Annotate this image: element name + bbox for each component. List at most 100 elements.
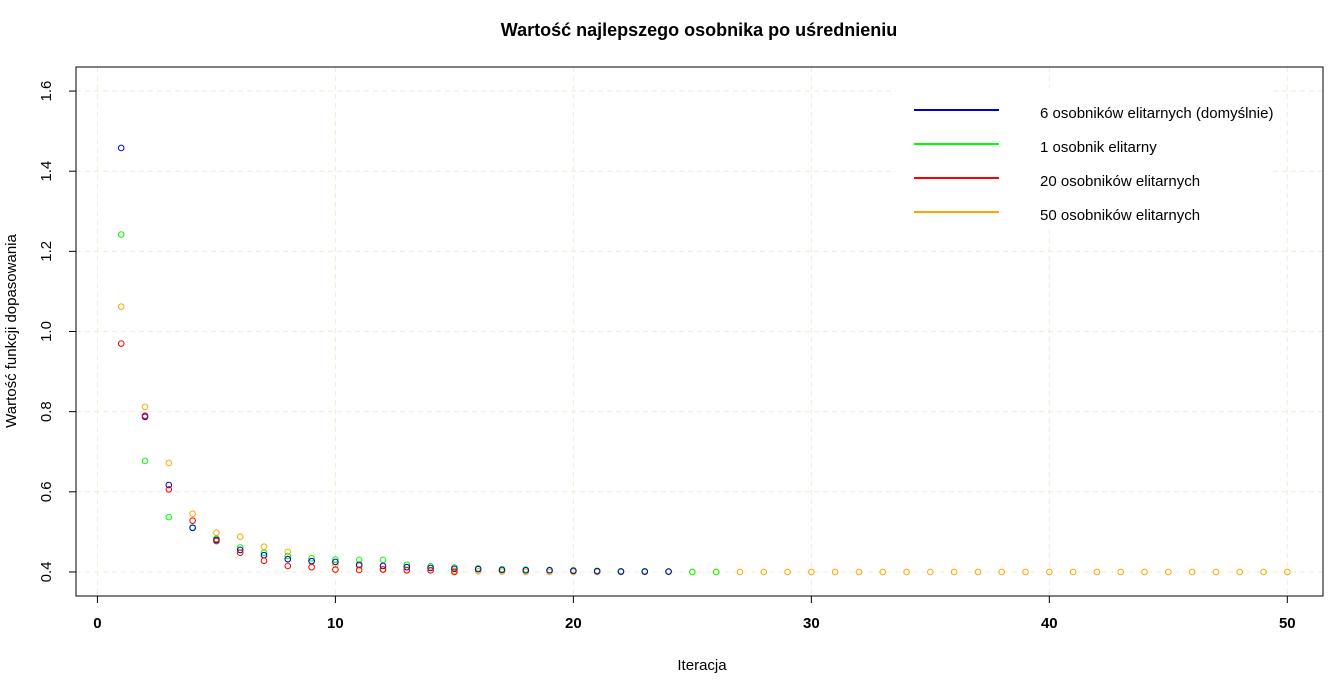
point-s2-17 [522, 567, 530, 574]
y-tick-label-0: 0.4 [38, 562, 55, 583]
point-s2-16 [498, 566, 506, 574]
point-s0-7 [284, 548, 292, 556]
point-s1-2 [165, 513, 173, 521]
legend: 6 osobników elitarnych (domyślnie) 1 osob… [896, 88, 1273, 230]
point-s0-46 [1212, 568, 1220, 576]
point-s2-19 [570, 567, 577, 575]
x-tick-label-5: 50 [1279, 615, 1296, 632]
point-s2-18 [546, 567, 553, 574]
point-s0-45 [1188, 568, 1196, 576]
legend-label-1: 1 osobnik elitarny [1040, 139, 1157, 156]
y-tick-label-4: 1.2 [38, 241, 55, 262]
point-s0-41 [1093, 568, 1101, 576]
point-s0-48 [1260, 568, 1267, 576]
point-s0-35 [950, 568, 958, 576]
legend-label-0: 6 osobników elitarnych (domyślnie) [1040, 105, 1273, 122]
point-s0-39 [1046, 568, 1053, 576]
y-tick-label-3: 1.0 [38, 321, 55, 342]
point-s3-11 [379, 566, 387, 573]
point-s3-12 [403, 567, 411, 574]
point-s3-8 [308, 563, 315, 571]
point-s0-36 [974, 568, 982, 576]
point-s1-11 [379, 556, 387, 564]
point-s1-0 [117, 231, 125, 238]
point-s2-5 [236, 546, 244, 554]
x-tick-label-3: 30 [803, 615, 820, 632]
y-axis-label: Wartość funkcji dopasowania [3, 233, 20, 427]
point-s3-6 [260, 557, 268, 565]
y-tick-label-5: 1.4 [38, 161, 55, 182]
point-s2-22 [641, 568, 649, 575]
point-s2-7 [284, 555, 292, 563]
point-s0-34 [927, 568, 934, 576]
y-tick-label-2: 0.8 [38, 401, 55, 422]
point-s3-4 [213, 537, 220, 545]
point-s0-31 [855, 568, 863, 576]
point-s0-27 [760, 568, 768, 576]
point-s3-2 [165, 486, 173, 493]
point-s3-5 [236, 549, 244, 557]
point-s1-10 [355, 556, 363, 564]
point-s2-12 [403, 563, 411, 571]
point-s2-11 [379, 562, 387, 570]
point-s0-5 [236, 533, 244, 540]
point-s3-0 [117, 340, 125, 347]
point-s3-14 [451, 568, 458, 576]
point-s0-2 [165, 459, 173, 467]
point-s2-23 [665, 568, 672, 575]
point-s2-0 [117, 144, 125, 152]
point-s0-3 [189, 510, 196, 518]
point-s0-37 [998, 568, 1006, 576]
x-axis-label: Iteracja [677, 657, 727, 674]
x-tick-label-0: 0 [93, 615, 101, 632]
legend-label-3: 50 osobników elitarnych [1040, 207, 1200, 224]
plot-frame [75, 66, 1324, 597]
y-tick-label-6: 1.6 [38, 81, 55, 102]
y-axis: 0.4 0.6 0.8 1.0 1.2 1.4 1.6 [38, 81, 77, 583]
y-tick-label-1: 0.6 [38, 481, 55, 502]
point-s3-10 [355, 566, 363, 574]
point-s2-21 [617, 568, 625, 575]
point-s0-43 [1141, 568, 1148, 576]
point-s0-28 [784, 568, 791, 576]
point-s0-32 [879, 568, 887, 576]
point-s2-15 [474, 565, 482, 573]
point-s0-38 [1022, 568, 1029, 576]
point-s0-4 [213, 529, 220, 536]
x-tick-label-4: 40 [1041, 615, 1058, 632]
legend-label-2: 20 osobników elitarnych [1040, 173, 1200, 190]
point-s2-20 [593, 567, 601, 575]
x-tick-label-2: 20 [565, 615, 582, 632]
point-s2-13 [427, 564, 434, 572]
point-s0-30 [831, 568, 839, 576]
point-s2-14 [451, 565, 458, 573]
point-s0-49 [1284, 568, 1291, 576]
legend-box [896, 88, 1272, 230]
point-s1-9 [332, 556, 339, 563]
point-s3-9 [332, 566, 339, 573]
point-s1-1 [141, 457, 149, 465]
point-s0-47 [1236, 568, 1244, 576]
chart-title: Wartość najlepszego osobnika po uśrednie… [501, 20, 897, 40]
point-s2-9 [332, 558, 339, 566]
point-s0-6 [260, 543, 268, 551]
point-s0-40 [1069, 568, 1077, 576]
point-s3-7 [284, 562, 292, 570]
point-s1-8 [308, 555, 315, 562]
point-s3-1 [141, 412, 149, 419]
point-s1-6 [260, 549, 268, 557]
point-s3-13 [427, 567, 434, 574]
point-s1-25 [712, 568, 720, 576]
grid [76, 67, 1323, 596]
point-s0-1 [141, 403, 149, 411]
point-s0-29 [808, 568, 815, 576]
point-s1-7 [284, 552, 292, 560]
point-s1-24 [689, 568, 696, 576]
point-s3-3 [189, 517, 196, 524]
point-s2-2 [165, 481, 173, 489]
point-s0-44 [1165, 568, 1172, 576]
x-axis: 0 10 20 30 40 50 [93, 595, 1296, 632]
point-s2-3 [189, 524, 196, 532]
x-tick-label-1: 10 [327, 615, 344, 632]
